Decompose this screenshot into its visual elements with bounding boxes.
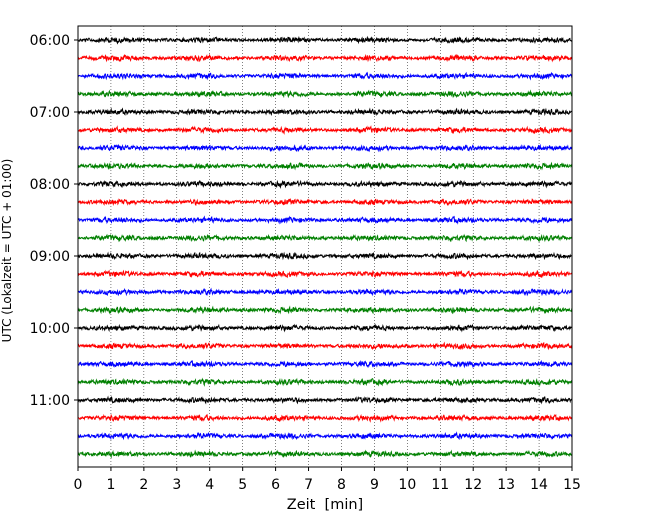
x-tick-label: 8 (337, 477, 346, 493)
x-tick-label: 2 (139, 477, 148, 493)
x-tick-label: 7 (304, 477, 313, 493)
x-tick-label: 4 (205, 477, 214, 493)
y-tick-label: 06:00 (30, 33, 70, 49)
seismic-trace (77, 197, 573, 206)
x-tick-label: 1 (106, 477, 115, 493)
seismic-trace (77, 71, 573, 81)
seismic-trace (77, 431, 573, 441)
x-tick-label: 6 (271, 477, 280, 493)
seismic-trace (77, 413, 573, 423)
x-tick-label: 10 (398, 477, 416, 493)
x-axis-title: Zeit [min] (287, 497, 363, 513)
seismic-trace (77, 89, 573, 99)
seismic-trace (77, 251, 573, 261)
seismic-trace (77, 449, 573, 459)
seismic-trace (77, 359, 573, 369)
x-axis: 0 1 2 3 4 5 6 7 8 9 10 11 12 13 14 15 (74, 467, 581, 493)
y-tick-label: 11:00 (30, 393, 70, 409)
seismic-trace (77, 269, 573, 279)
seismic-trace (77, 377, 573, 387)
x-tick-label: 3 (172, 477, 181, 493)
seismic-trace (77, 341, 573, 351)
seismic-trace (77, 179, 573, 189)
seismic-trace (77, 395, 573, 405)
x-tick-label: 5 (238, 477, 247, 493)
x-tick-label: 9 (370, 477, 379, 493)
x-tick-label: 12 (464, 477, 482, 493)
y-axis: 06:00 07:00 08:00 09:00 10:00 11:00 (30, 33, 78, 409)
x-tick-label: 11 (431, 477, 449, 493)
seismic-trace (77, 323, 573, 333)
seismic-trace (77, 233, 573, 243)
y-tick-label: 08:00 (30, 177, 70, 193)
y-tick-label: 10:00 (30, 321, 70, 337)
x-tick-label: 0 (74, 477, 83, 493)
x-tick-label: 15 (563, 477, 581, 493)
x-tick-label: 13 (497, 477, 515, 493)
trace-layer (77, 35, 573, 459)
seismic-trace (77, 35, 573, 45)
y-axis-title: UTC (Lokalzeit = UTC + 01:00) (0, 159, 14, 343)
plot-frame (77, 25, 573, 468)
seismic-trace (77, 215, 573, 225)
seismic-trace (77, 125, 573, 135)
seismic-trace (77, 287, 573, 297)
seismic-trace (77, 305, 573, 315)
y-tick-label: 07:00 (30, 105, 70, 121)
seismic-trace (77, 53, 573, 63)
seismic-trace (77, 161, 573, 171)
seismic-trace (77, 143, 573, 153)
y-tick-label: 09:00 (30, 249, 70, 265)
x-tick-label: 14 (530, 477, 548, 493)
seismic-trace (77, 107, 573, 117)
